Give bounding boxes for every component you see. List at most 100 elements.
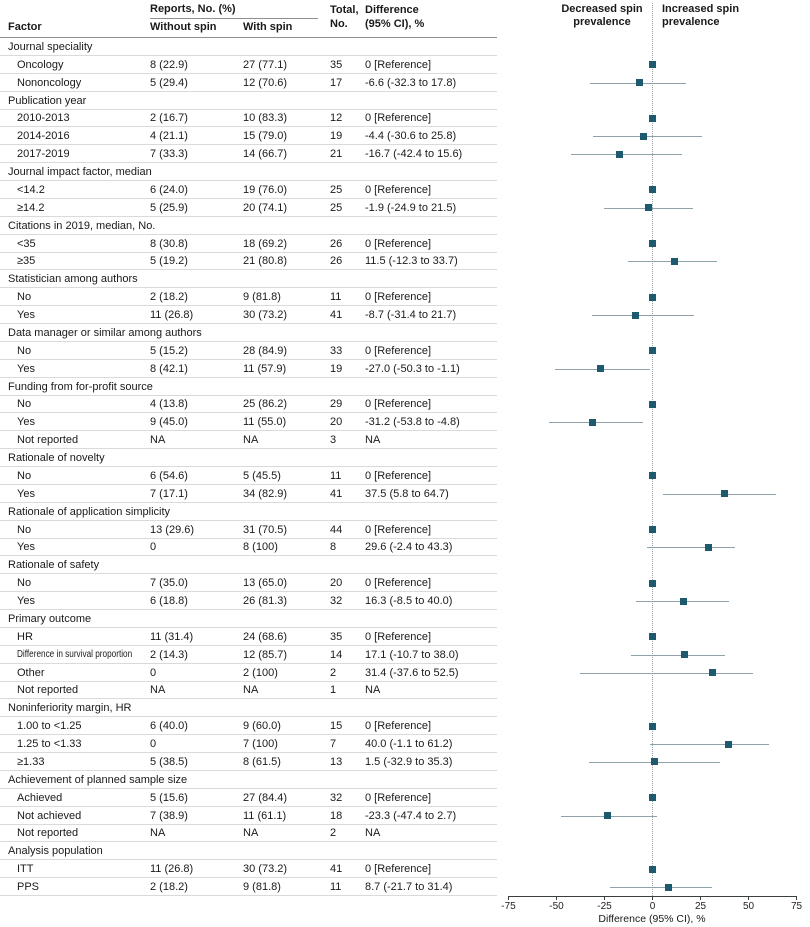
factor-cell: Other [17, 664, 45, 682]
difference-cell: 0 [Reference] [365, 398, 432, 411]
factor-cell: PPS [17, 878, 39, 896]
estimate-marker [648, 114, 656, 122]
without-spin-cell: 6 (24.0) [150, 183, 188, 196]
factor-cell: ≥1.33 [17, 753, 44, 771]
factor-cell: Difference in survival proportion [17, 646, 157, 664]
forest-plot-cell [500, 646, 810, 664]
factor-label: Funding from for-profit source [8, 380, 153, 393]
factor-cell: Yes [17, 360, 35, 378]
row-separator [0, 340, 497, 342]
row-separator [0, 394, 497, 396]
without-spin-cell: 8 (30.8) [150, 237, 188, 250]
total-cell: 3 [330, 434, 337, 447]
difference-cell: 0 [Reference] [365, 237, 432, 250]
row-separator [0, 466, 497, 467]
with-spin-cell: 9 (81.8) [243, 291, 281, 304]
ci-line [649, 744, 770, 746]
total-cell: 35 [330, 58, 343, 71]
forest-plot-cell [500, 485, 810, 503]
total-cell: 41 [330, 863, 343, 876]
estimate-marker [640, 132, 648, 140]
difference-cell: 0 [Reference] [365, 291, 432, 304]
estimate-marker [596, 365, 604, 373]
difference-cell: 40.0 (-1.1 to 61.2) [365, 738, 453, 751]
without-spin-cell: 11 (26.8) [150, 863, 194, 876]
row-separator [0, 859, 497, 861]
difference-cell: 0 [Reference] [365, 58, 432, 71]
row-separator [0, 895, 497, 896]
total-cell: 32 [330, 595, 343, 608]
table-row: Rationale of novelty [0, 449, 810, 467]
without-spin-cell: 7 (17.1) [150, 487, 188, 500]
with-spin-cell: 21 (80.8) [243, 255, 288, 268]
difference-cell: -1.9 (-24.9 to 21.5) [365, 201, 457, 214]
forest-plot-cell [500, 753, 810, 771]
without-spin-cell: 0 [150, 666, 157, 679]
factor-label: Analysis population [8, 845, 103, 858]
forest-plot-cell [500, 878, 810, 896]
x-axis-tick: 25 [695, 896, 706, 912]
total-cell: 12 [330, 112, 343, 125]
factor-cell: Yes [17, 539, 35, 557]
without-spin-cell: 5 (15.6) [150, 791, 188, 804]
factor-label: 1.25 to <1.33 [17, 738, 82, 751]
total-cell: 7 [330, 738, 337, 751]
factor-label: Nononcology [17, 76, 82, 89]
difference-cell: -31.2 (-53.8 to -4.8) [365, 416, 460, 429]
row-separator [0, 823, 497, 825]
factor-cell: No [17, 574, 31, 592]
total-cell: 8 [330, 541, 337, 554]
factor-label: Not reported [17, 684, 79, 697]
with-spin-cell: 11 (55.0) [243, 416, 287, 429]
estimate-marker [648, 240, 656, 248]
factor-cell: No [17, 288, 31, 306]
without-spin-cell: 5 (29.4) [150, 76, 188, 89]
without-spin-cell: NA [150, 434, 166, 447]
row-separator [0, 841, 497, 843]
decreased-spin-label-line1: Decreased spin [561, 3, 643, 15]
increased-spin-label-line2: prevalence [662, 16, 720, 28]
factor-cell: Not reported [17, 825, 78, 843]
factor-label: No [17, 577, 32, 590]
table-row: No 6 (54.6) 5 (45.5) 11 0 [Reference] [0, 467, 810, 485]
row-separator [0, 54, 497, 56]
forest-plot-cell [500, 145, 810, 163]
x-axis-tick-label: -25 [597, 901, 612, 912]
with-spin-cell: NA [243, 684, 259, 697]
factor-label: Difference in survival proportion [17, 649, 133, 661]
table-row: 2017-2019 7 (33.3) 14 (66.7) 21 -16.7 (-… [0, 145, 810, 164]
table-row: <35 8 (30.8) 18 (69.2) 26 0 [Reference] [0, 235, 810, 253]
forest-plot-cell [500, 253, 810, 271]
factor-cell: Achievement of planned sample size [8, 771, 187, 789]
difference-cell: 11.5 (-12.3 to 33.7) [365, 255, 458, 268]
table-row: Funding from for-profit source [0, 378, 810, 396]
factor-label: Yes [17, 416, 35, 429]
estimate-marker [648, 794, 656, 802]
table-row: Difference in survival proportion 2 (14.… [0, 646, 810, 664]
column-header-total-line1: Total, [330, 4, 359, 16]
forest-plot-cell [500, 592, 810, 610]
factor-cell: Yes [17, 413, 35, 431]
row-separator [0, 358, 497, 360]
factor-cell: Not reported [17, 682, 78, 700]
estimate-marker [648, 579, 656, 587]
total-cell: 18 [330, 809, 343, 822]
row-separator [0, 519, 497, 521]
table-row: Not reported NA NA 1 NA [0, 682, 810, 700]
factor-cell: Funding from for-profit source [8, 378, 153, 396]
row-separator [0, 108, 497, 110]
with-spin-cell: 26 (81.3) [243, 595, 288, 608]
estimate-marker [648, 400, 656, 408]
with-spin-cell: 28 (84.9) [243, 344, 288, 357]
with-spin-cell: 8 (100) [243, 541, 278, 554]
factor-cell: Statistician among authors [8, 270, 138, 288]
forest-plot-cell [500, 163, 810, 181]
estimate-marker [648, 865, 656, 873]
factor-cell: Yes [17, 592, 35, 610]
forest-plot-cell [500, 664, 810, 682]
column-header-with-spin: With spin [243, 21, 293, 33]
estimate-marker [644, 204, 652, 212]
total-cell: 11 [330, 291, 342, 304]
total-cell: 1 [330, 684, 337, 697]
